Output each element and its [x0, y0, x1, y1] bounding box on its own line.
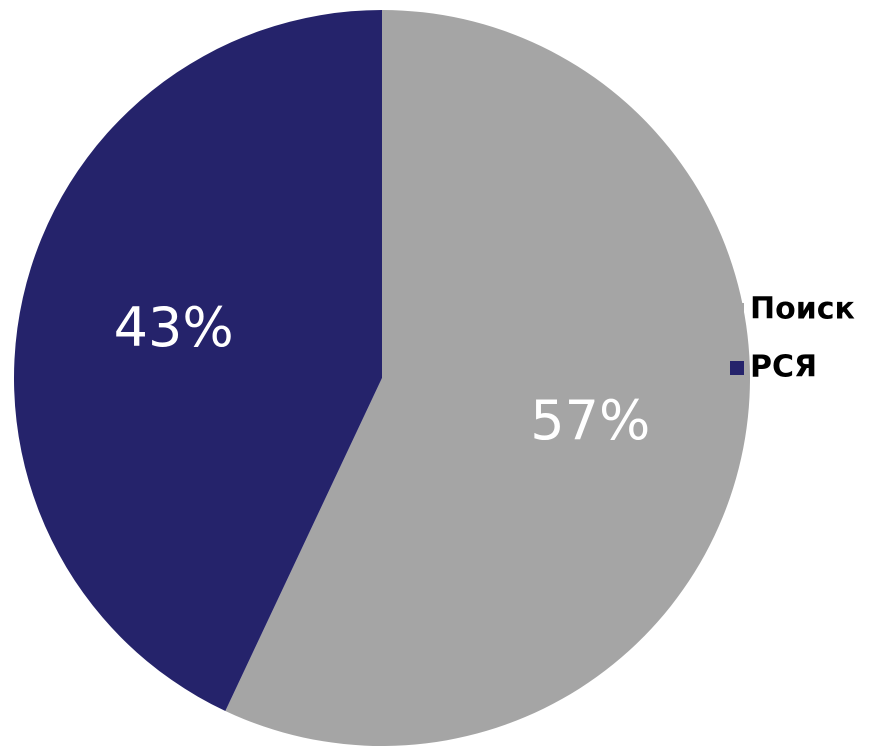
- legend: Поиск РСЯ: [730, 292, 855, 385]
- pie-slice-1: [225, 10, 750, 746]
- slice-value-label-2: 43%: [114, 296, 234, 359]
- slice-value-label-1: 57%: [530, 389, 650, 452]
- legend-label-2: РСЯ: [750, 350, 817, 385]
- legend-swatch-1: [730, 303, 744, 317]
- legend-swatch-2: [730, 361, 744, 375]
- pie-data-labels: 57% 43%: [114, 296, 651, 452]
- legend-label-1: Поиск: [750, 292, 855, 327]
- pie-slices: [13, 10, 750, 746]
- pie-slice-2: [13, 10, 383, 711]
